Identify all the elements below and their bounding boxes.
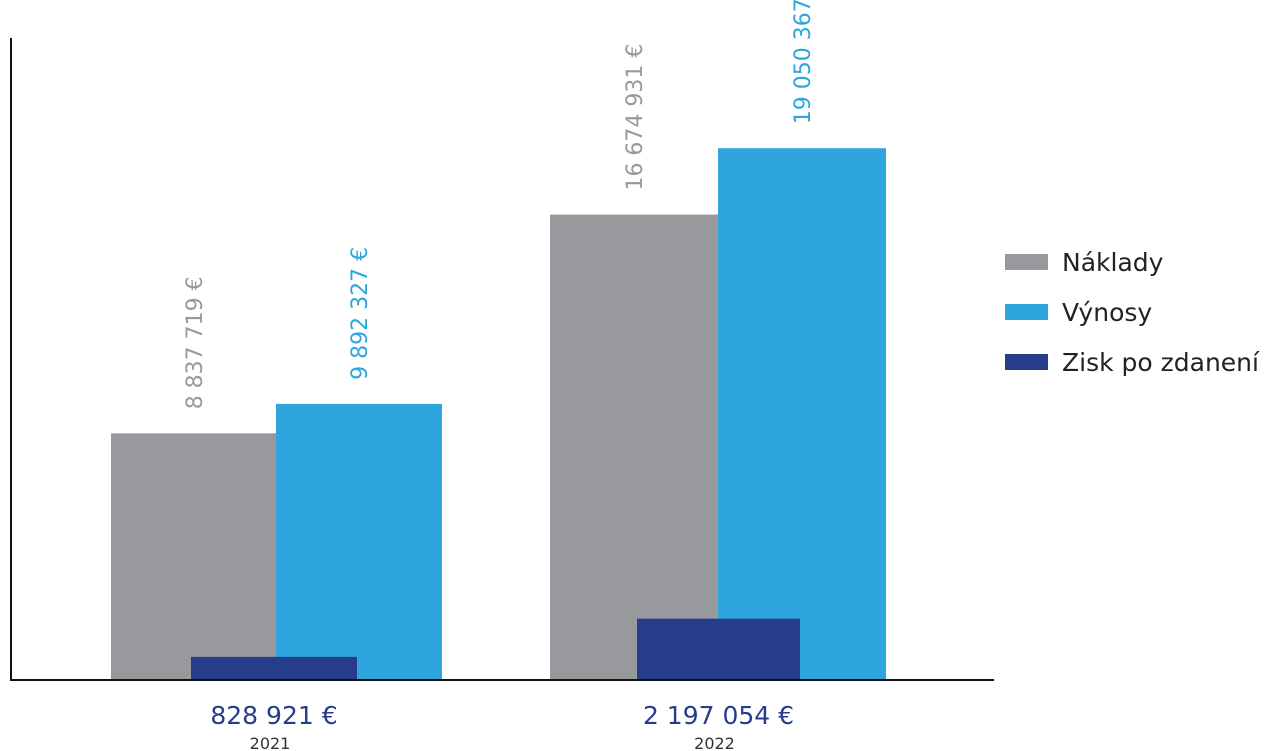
x-tick-label-2022: 2022	[694, 734, 735, 751]
legend-label-2: Zisk po zdanení	[1062, 348, 1260, 377]
bar-zisk-2022	[637, 618, 800, 680]
bar-vynosy-2022	[718, 148, 886, 680]
legend-swatch-0	[1005, 254, 1048, 270]
bar-naklady-2022	[550, 214, 718, 680]
value-label-naklady-2022: 16 674 931 €	[623, 44, 648, 191]
value-label-vynosy-2022: 19 050 367 €	[791, 0, 816, 124]
x-tick-label-2021: 2021	[250, 734, 291, 751]
legend-swatch-1	[1005, 304, 1048, 320]
value-label-vynosy-2021: 9 892 327 €	[348, 247, 373, 380]
year-labels-group: 2021 2022	[250, 734, 735, 751]
legend-label-1: Výnosy	[1062, 298, 1152, 327]
bar-naklady-2021	[111, 433, 277, 680]
legend-swatch-2	[1005, 354, 1048, 370]
legend: Náklady Výnosy Zisk po zdanení	[1005, 248, 1260, 377]
bar-vynosy-2021	[276, 403, 442, 680]
profit-labels-group: 828 921 € 2 197 054 €	[210, 701, 794, 730]
value-label-naklady-2021: 8 837 719 €	[183, 276, 208, 409]
value-label-zisk-2021: 828 921 €	[210, 701, 337, 730]
bars-group	[111, 148, 886, 680]
bar-zisk-2021	[191, 656, 357, 680]
legend-label-0: Náklady	[1062, 248, 1164, 277]
value-label-zisk-2022: 2 197 054 €	[643, 701, 794, 730]
value-labels-group: 8 837 719 € 9 892 327 € 16 674 931 € 19 050…	[183, 0, 816, 409]
